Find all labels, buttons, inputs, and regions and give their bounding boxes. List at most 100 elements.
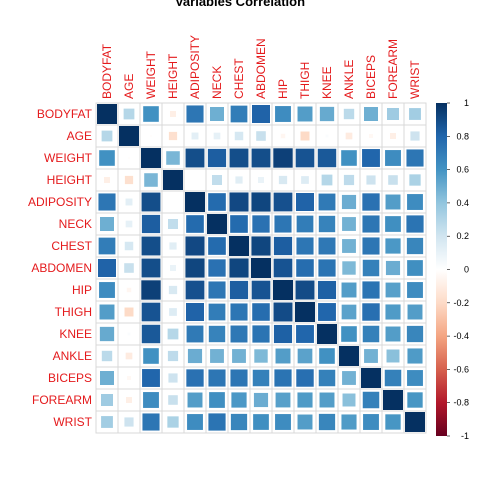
- correlation-square: [252, 325, 270, 343]
- correlation-square: [366, 175, 376, 185]
- correlation-square: [273, 192, 293, 212]
- correlation-square: [100, 217, 114, 231]
- correlation-square: [168, 219, 178, 229]
- row-label: HEIGHT: [47, 173, 93, 187]
- correlation-square: [208, 193, 226, 211]
- column-label: AGE: [122, 74, 136, 99]
- correlation-square: [280, 133, 286, 139]
- correlation-square: [124, 263, 134, 273]
- correlation-square: [369, 134, 373, 138]
- colorbar-tick-label: -0.4: [453, 331, 469, 341]
- correlation-square: [407, 304, 423, 320]
- correlation-square: [341, 150, 357, 166]
- correlation-square: [362, 303, 380, 321]
- correlation-square: [99, 150, 115, 166]
- correlation-square: [343, 174, 355, 186]
- correlation-square: [232, 349, 246, 363]
- correlation-square: [98, 193, 116, 211]
- correlation-square: [99, 326, 115, 342]
- correlation-square: [383, 390, 403, 410]
- colorbar-tick-label: -0.6: [453, 364, 469, 374]
- correlation-square: [364, 107, 378, 121]
- colorbar-tick-label: -0.8: [453, 398, 469, 408]
- correlation-square: [407, 282, 423, 298]
- correlation-square: [301, 176, 309, 184]
- correlation-square: [406, 237, 424, 255]
- correlation-square: [186, 325, 204, 343]
- correlation-square: [185, 236, 205, 256]
- correlation-square: [390, 133, 396, 139]
- colorbar-tick-label: -1: [461, 431, 469, 441]
- correlation-square: [210, 349, 224, 363]
- correlation-square: [385, 216, 401, 232]
- colorbar-tick-label: 0.6: [456, 165, 469, 175]
- correlation-square: [318, 215, 336, 233]
- correlation-square: [362, 215, 380, 233]
- correlation-square: [167, 350, 179, 362]
- correlation-square: [385, 260, 401, 276]
- correlation-square: [319, 392, 335, 408]
- correlation-square: [168, 373, 178, 383]
- correlation-square: [101, 130, 113, 142]
- correlation-square: [407, 348, 423, 364]
- correlation-square: [318, 413, 336, 431]
- row-label: KNEE: [59, 327, 92, 341]
- correlation-square: [100, 371, 114, 385]
- correlation-square: [235, 176, 243, 184]
- correlation-square: [229, 280, 249, 300]
- row-label: ANKLE: [53, 349, 92, 363]
- correlation-square: [341, 194, 357, 210]
- colorbar-tick-label: 0.8: [456, 131, 469, 141]
- correlation-square: [407, 370, 423, 386]
- correlation-square: [207, 148, 227, 168]
- correlation-square: [170, 265, 176, 271]
- row-label: BICEPS: [48, 371, 92, 385]
- colorbar-gradient: [436, 103, 447, 436]
- correlation-square: [141, 324, 161, 344]
- correlation-square: [362, 325, 380, 343]
- correlation-square: [407, 194, 423, 210]
- correlation-square: [345, 132, 353, 140]
- correlation-square: [409, 108, 421, 120]
- correlation-square: [141, 258, 161, 278]
- grid-cell: [161, 190, 185, 214]
- correlation-square: [186, 303, 204, 321]
- colorbar-tick-label: 1: [464, 98, 469, 108]
- column-label: NECK: [210, 66, 224, 99]
- correlation-square: [209, 392, 225, 408]
- correlation-square: [278, 175, 288, 185]
- correlation-square: [256, 131, 266, 141]
- correlation-square: [141, 280, 161, 300]
- correlation-square: [230, 105, 248, 123]
- correlation-square: [141, 148, 161, 168]
- correlation-square: [318, 193, 336, 211]
- correlation-square: [168, 285, 178, 295]
- correlation-square: [342, 217, 356, 231]
- correlation-square: [163, 170, 183, 190]
- correlation-square: [362, 149, 380, 167]
- correlation-square: [124, 307, 134, 317]
- correlation-square: [296, 215, 314, 233]
- correlation-square: [341, 414, 357, 430]
- correlation-square: [143, 392, 159, 408]
- correlation-square: [229, 258, 249, 278]
- correlation-square: [361, 368, 381, 388]
- correlation-square: [143, 106, 159, 122]
- correlation-square: [142, 369, 160, 387]
- correlation-square: [254, 349, 268, 363]
- correlation-square: [363, 414, 379, 430]
- correlation-square: [119, 126, 139, 146]
- correlation-square: [409, 174, 421, 186]
- correlation-square: [208, 259, 226, 277]
- correlation-square: [144, 173, 158, 187]
- correlation-square: [274, 369, 292, 387]
- correlation-square: [252, 215, 270, 233]
- correlation-square: [319, 348, 335, 364]
- correlation-square: [125, 220, 133, 228]
- column-label: KNEE: [320, 66, 334, 99]
- row-label: HIP: [72, 283, 92, 297]
- correlation-square: [208, 303, 226, 321]
- correlation-square: [295, 302, 315, 322]
- correlation-square: [101, 416, 113, 428]
- correlation-square: [125, 198, 133, 206]
